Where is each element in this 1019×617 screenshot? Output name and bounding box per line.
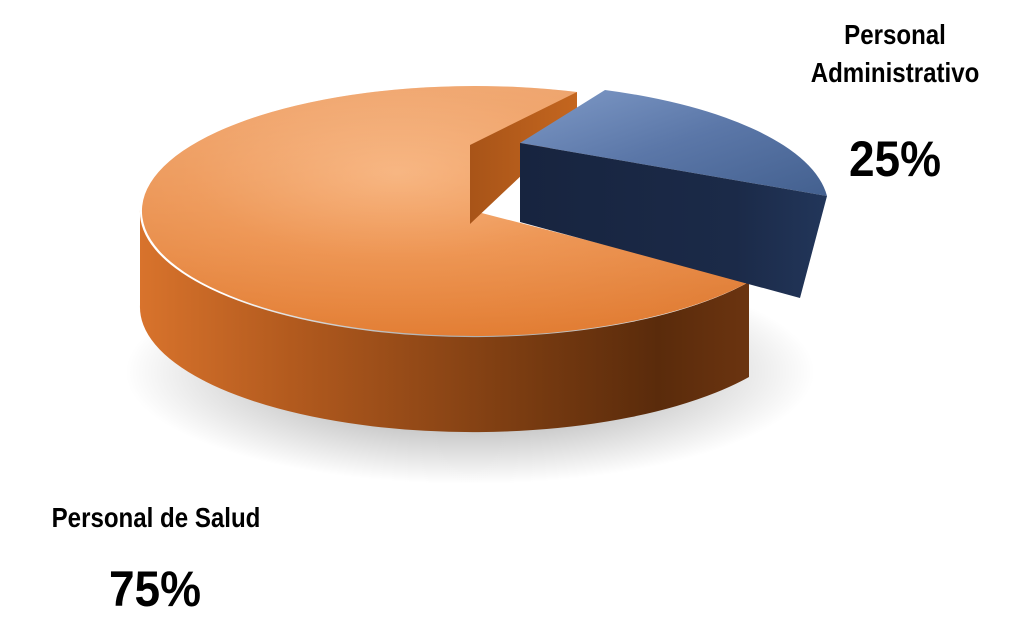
pie-slice-salud-side	[139, 210, 749, 433]
pie-slice-salud-highlight	[141, 85, 749, 336]
label-salud-percentage: 75%	[108, 561, 202, 617]
pie-slice-admin	[520, 90, 827, 196]
label-admin-line1: Personal	[844, 19, 946, 50]
label-personal-administrativo: Personal Administrativo	[788, 16, 1003, 92]
pie-slice-admin-side	[520, 143, 827, 298]
label-admin-line2: Administrativo	[810, 57, 980, 88]
label-personal-de-salud: Personal de Salud	[51, 502, 261, 533]
label-admin-percentage: 25%	[848, 131, 942, 187]
